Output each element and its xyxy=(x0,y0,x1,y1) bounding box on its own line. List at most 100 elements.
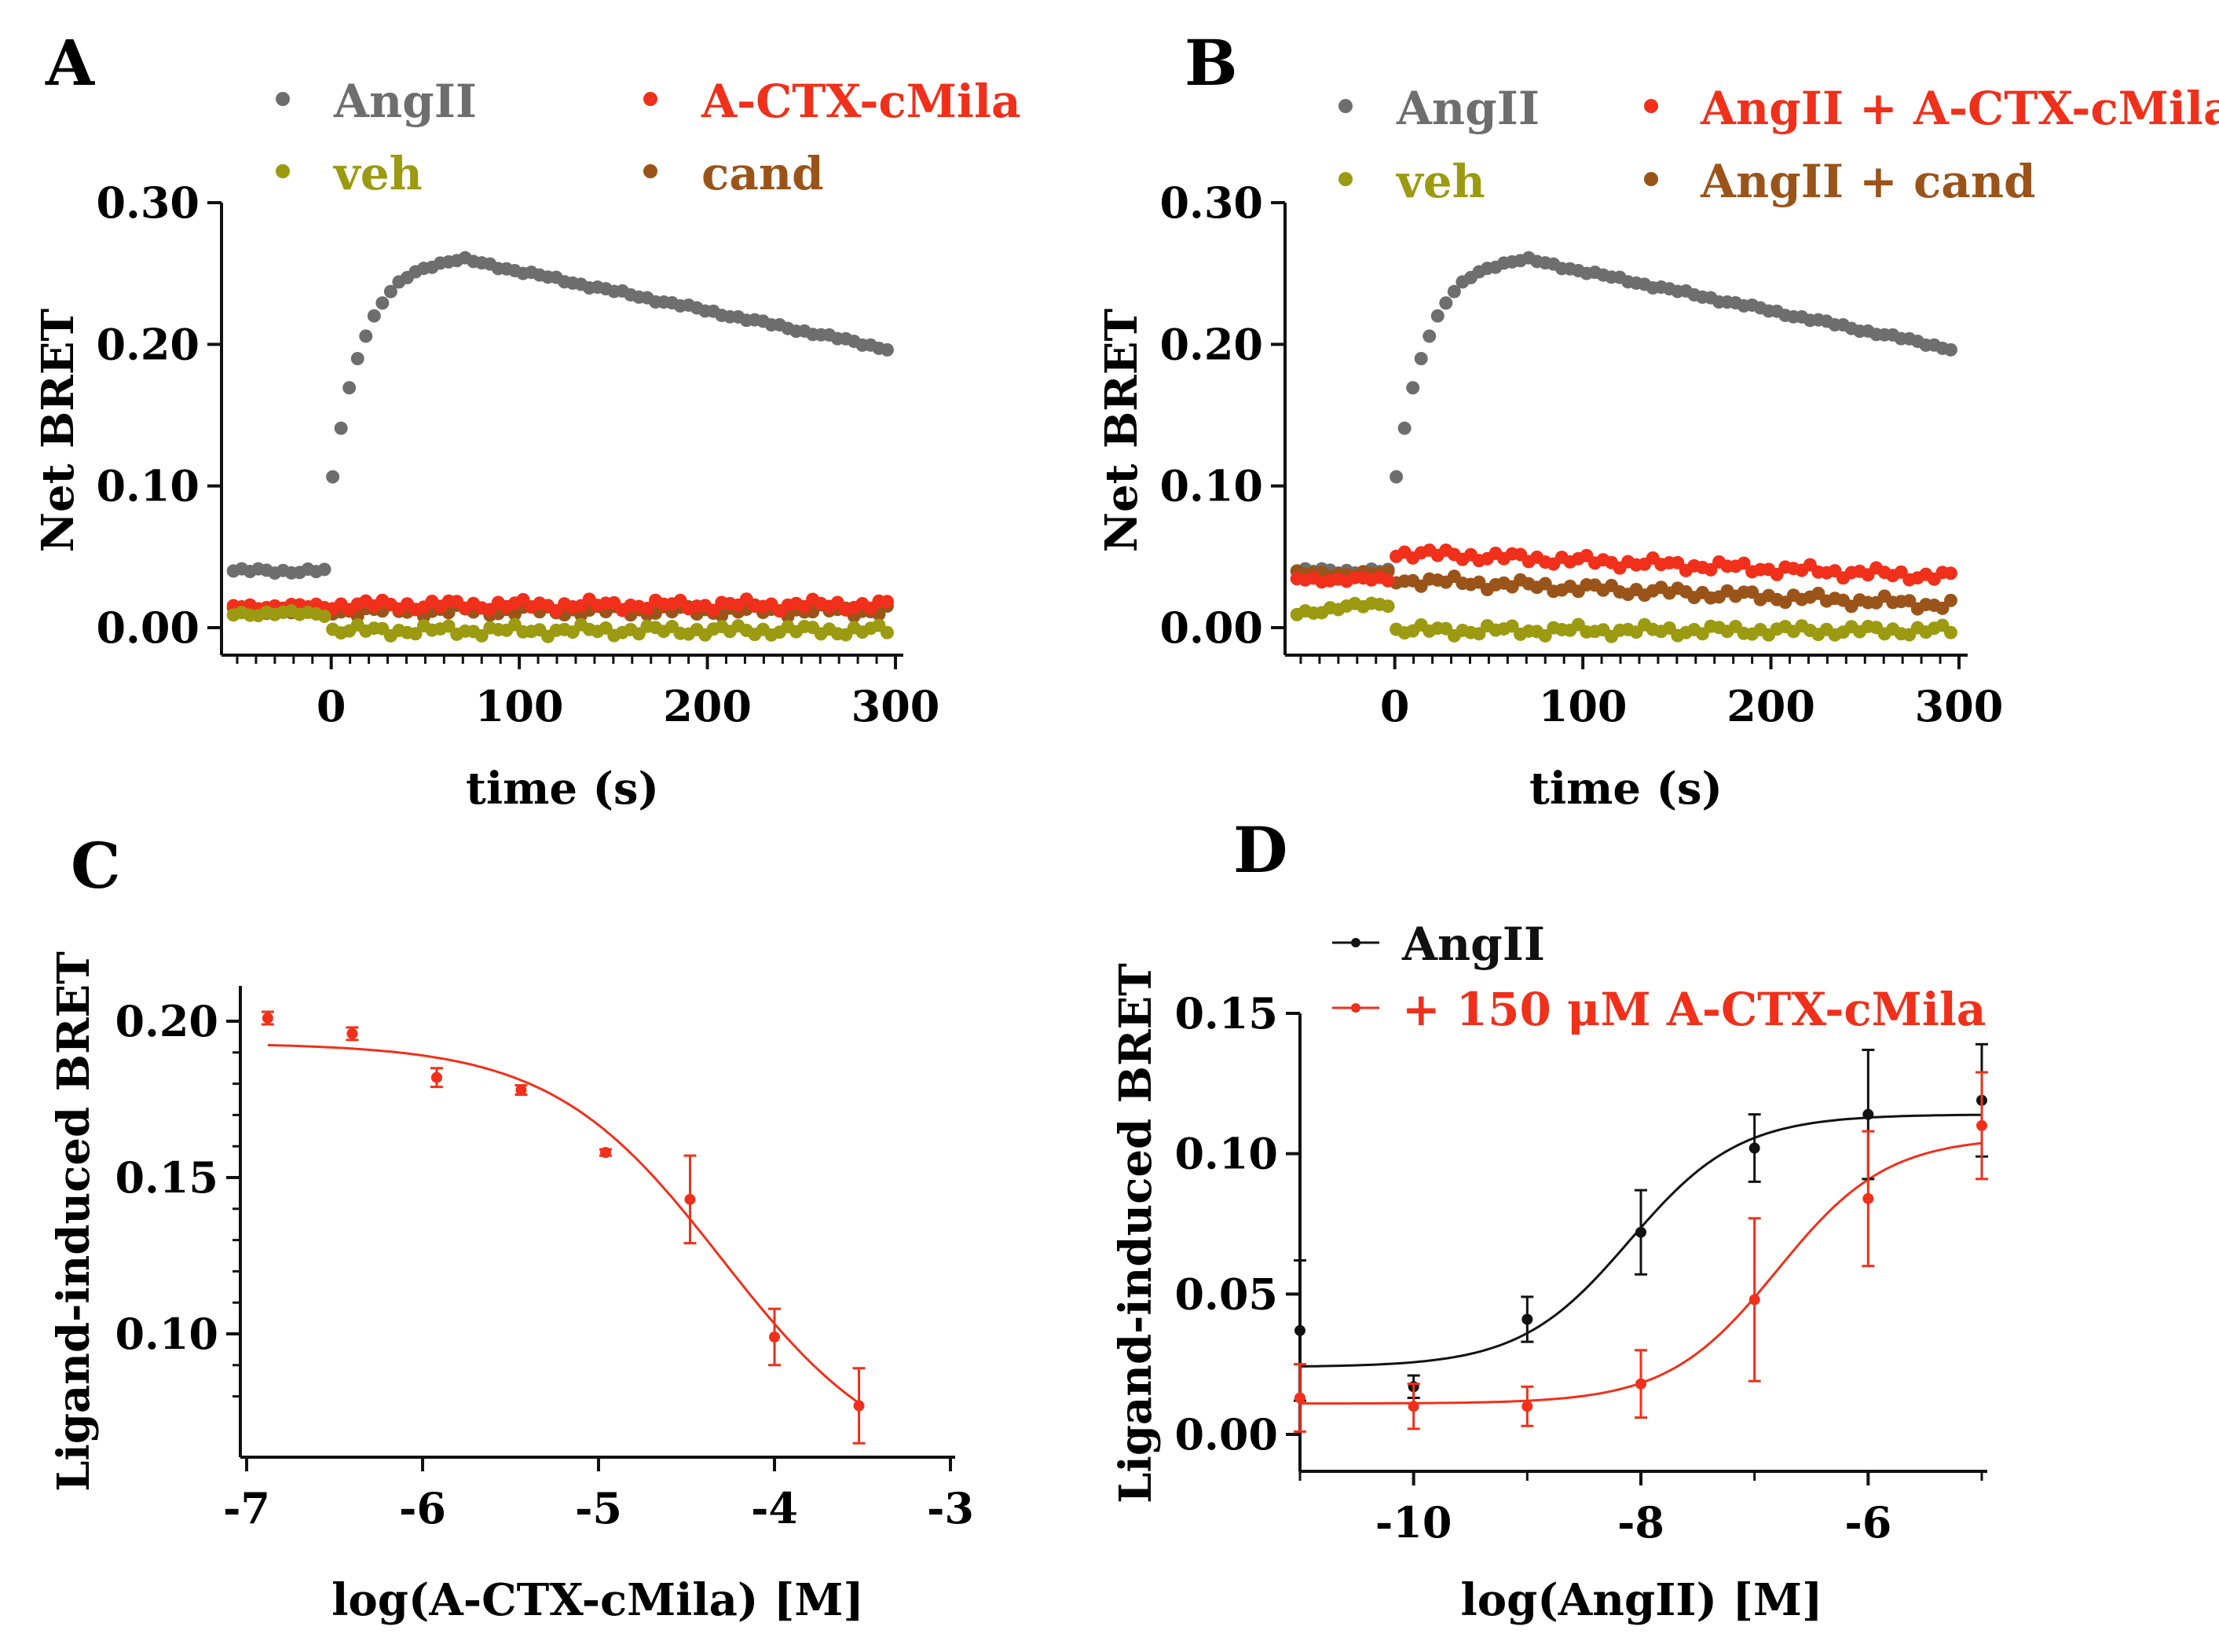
y-tick-label: 0.15 xyxy=(1174,988,1278,1038)
legend-label-angii-a-ctx-cmila: AngII + A-CTX-cMila xyxy=(1700,82,2219,135)
x-tick-label: -6 xyxy=(399,1483,446,1533)
series-points xyxy=(1294,1042,1988,1433)
panel-label-c: C xyxy=(71,829,121,903)
x-tick-label: 200 xyxy=(663,681,752,731)
x-ticks: -7 -6 -5 -4 -3 xyxy=(223,1457,974,1533)
x-tick-label: 300 xyxy=(1915,681,2004,731)
legend-label-a-ctx: + 150 μM A-CTX-cMila xyxy=(1402,983,1986,1036)
y-tick-label: 0.10 xyxy=(1159,461,1263,511)
x-ticks: 0 100 200 300 xyxy=(1380,655,2003,731)
legend-marker-angii xyxy=(1338,99,1353,113)
y-axis-label: Net BRET xyxy=(32,308,84,552)
y-ticks: 0.10 0.15 0.20 xyxy=(115,996,240,1359)
point-a-ctx-cmila xyxy=(880,595,894,609)
y-tick-label: 0.30 xyxy=(96,178,200,228)
x-axis-label: time (s) xyxy=(466,763,659,815)
point-veh xyxy=(1472,627,1486,641)
y-axis-label: Net BRET xyxy=(1096,308,1148,552)
legend-label-angii: AngII xyxy=(333,75,477,128)
minor-ticks xyxy=(1299,655,1942,664)
point-angii xyxy=(1423,329,1437,343)
chart-panel-b: AngII AngII + A-CTX-cMila veh AngII + ca… xyxy=(1096,82,2219,815)
y-axis-label: Ligand-induced BRET xyxy=(48,951,100,1492)
point-angii xyxy=(359,329,373,343)
point-angii xyxy=(1447,284,1461,299)
legend-label-veh: veh xyxy=(332,147,423,200)
point-veh xyxy=(317,609,331,623)
point-a-ctx-cmila xyxy=(769,1331,780,1342)
legend-marker-veh xyxy=(1338,172,1353,186)
y-tick-label: 0.10 xyxy=(1174,1129,1278,1179)
x-tick-label: 0 xyxy=(317,681,346,731)
minor-ticks xyxy=(233,1051,240,1398)
point-veh xyxy=(880,625,894,639)
point-angii xyxy=(317,562,331,577)
x-axis-label: log(A-CTX-cMila) [M] xyxy=(331,1574,864,1626)
point-angii-cand xyxy=(1943,593,1957,607)
legend-marker-angii-a-ctx-cmila xyxy=(1644,99,1658,113)
point-angii-a-ctx-cmila xyxy=(1943,566,1957,581)
point-a-ctx-cmila xyxy=(853,1400,865,1412)
minor-ticks xyxy=(1298,1471,1983,1481)
x-tick-label: 0 xyxy=(1380,681,1410,731)
point-angii xyxy=(1414,351,1428,365)
point-angii xyxy=(375,296,390,310)
chart-panel-d: AngII + 150 μM A-CTX-cMila 0.000.050.100… xyxy=(1110,918,1988,1626)
y-tick-label: 0.05 xyxy=(1174,1269,1278,1319)
point-150-m-a-ctx-cmila xyxy=(1635,1378,1646,1390)
legend-marker-angii-cand xyxy=(1644,172,1658,186)
point-veh xyxy=(474,628,489,643)
point-angii xyxy=(1406,381,1420,395)
legend-label-angii-cand: AngII + cand xyxy=(1700,155,2036,208)
point-angii xyxy=(1390,470,1404,484)
legend: AngII AngII + A-CTX-cMila veh AngII + ca… xyxy=(1338,82,2219,208)
point-angii-cand xyxy=(1902,594,1917,608)
point-angii xyxy=(1635,1226,1646,1238)
chart-panel-c: 0.10 0.15 0.20 -7 -6 -5 -4 -3 Ligand-induced B… xyxy=(48,951,974,1626)
legend-marker-veh xyxy=(276,164,290,178)
x-ticks: 0 100 200 300 xyxy=(317,655,939,731)
legend-marker-a-ctx xyxy=(1351,1003,1360,1013)
x-axis-label: log(AngII) [M] xyxy=(1461,1574,1823,1626)
point-angii xyxy=(383,284,397,299)
point-angii xyxy=(880,342,894,357)
x-tick-label: -10 xyxy=(1375,1497,1452,1548)
y-tick-label: 0.15 xyxy=(115,1152,218,1203)
point-150-m-a-ctx-cmila xyxy=(1294,1392,1305,1404)
y-tick-label: 0.20 xyxy=(96,319,200,369)
point-angii xyxy=(1748,1142,1760,1154)
series-points xyxy=(226,251,894,643)
x-tick-label: 100 xyxy=(475,681,564,731)
panel-label-b: B xyxy=(1185,26,1238,100)
legend-label-a-ctx-cmila: A-CTX-cMila xyxy=(701,75,1021,128)
legend-label-veh: veh xyxy=(1395,155,1485,208)
legend-marker-a-ctx-cmila xyxy=(643,92,657,106)
point-150-m-a-ctx-cmila xyxy=(1748,1294,1760,1306)
point-angii xyxy=(1943,342,1957,357)
point-angii xyxy=(1397,421,1412,435)
point-angii-a-ctx-cmila xyxy=(1381,573,1395,588)
x-tick-label: -4 xyxy=(751,1483,798,1533)
point-a-ctx-cmila xyxy=(262,1013,273,1024)
point-a-ctx-cmila xyxy=(599,1147,611,1159)
point-veh xyxy=(1943,625,1957,639)
point-a-ctx-cmila xyxy=(515,1084,527,1096)
y-tick-label: 0.10 xyxy=(96,461,200,511)
point-angii xyxy=(1439,296,1453,310)
point-angii xyxy=(342,381,357,395)
point-150-m-a-ctx-cmila xyxy=(1862,1192,1874,1204)
x-tick-label: -5 xyxy=(575,1483,622,1533)
x-tick-label: -7 xyxy=(223,1483,270,1533)
legend: AngII A-CTX-cMila veh cand xyxy=(276,75,1021,200)
chart-panel-a: AngII A-CTX-cMila veh cand 0.000.100.200… xyxy=(32,75,1021,815)
y-tick-label: 0.20 xyxy=(115,996,218,1046)
y-ticks: 0.00 0.10 0.20 0.30 xyxy=(96,178,222,653)
point-veh xyxy=(1381,599,1395,614)
y-tick-label: 0.00 xyxy=(1159,603,1263,653)
minor-ticks xyxy=(236,655,878,664)
point-angii xyxy=(1430,309,1445,323)
x-tick-label: 200 xyxy=(1726,681,1815,731)
point-a-ctx-cmila xyxy=(673,593,687,607)
point-veh xyxy=(441,619,456,633)
point-angii-a-ctx-cmila xyxy=(1671,555,1685,570)
